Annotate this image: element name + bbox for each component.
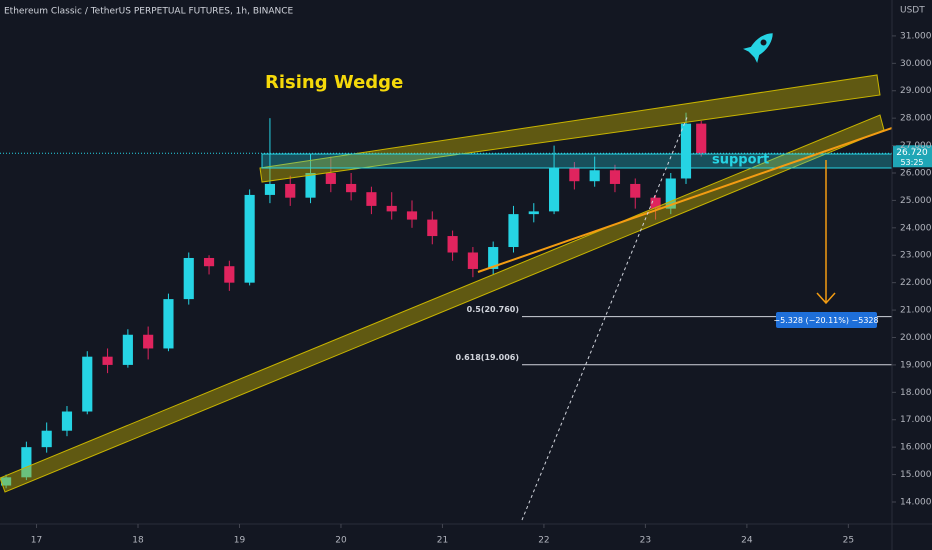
zone-label: support bbox=[712, 153, 769, 168]
candle-body bbox=[41, 430, 52, 448]
candle-body bbox=[528, 211, 539, 215]
y-tick-label: 20.000 bbox=[900, 333, 932, 343]
x-tick-label: 24 bbox=[741, 536, 753, 546]
pattern-label: Rising Wedge bbox=[265, 72, 403, 93]
candle-body bbox=[224, 266, 235, 283]
x-tick-label: 19 bbox=[234, 536, 246, 546]
candle-body bbox=[696, 123, 707, 154]
fib-label: 0.5(20.760) bbox=[467, 305, 519, 314]
last-price-box bbox=[893, 145, 932, 168]
candle-body bbox=[467, 252, 478, 269]
candle-body bbox=[285, 183, 296, 198]
x-tick-label: 25 bbox=[843, 536, 854, 546]
fib-label: 0.618(19.006) bbox=[456, 353, 520, 362]
candle-body bbox=[163, 299, 174, 349]
candle-body bbox=[680, 123, 692, 179]
y-tick-label: 17.000 bbox=[900, 415, 932, 425]
candle-body bbox=[346, 183, 357, 193]
candle-body bbox=[386, 205, 397, 212]
candle-body bbox=[488, 247, 499, 269]
candle-body bbox=[82, 356, 93, 412]
price-labels: 53:25 26.720 bbox=[893, 145, 932, 168]
y-tick-label: 23.000 bbox=[900, 251, 932, 261]
y-tick-label: 16.000 bbox=[900, 443, 932, 453]
y-tick-label: 27.000 bbox=[900, 141, 932, 151]
candle-body bbox=[143, 334, 154, 349]
candle-body bbox=[366, 192, 377, 206]
candle-body bbox=[569, 167, 580, 182]
y-tick-label: 15.000 bbox=[900, 470, 932, 480]
candle-body bbox=[183, 257, 194, 300]
candle-body bbox=[325, 172, 336, 184]
y-tick-label: 26.000 bbox=[900, 168, 932, 178]
candle-body bbox=[122, 334, 133, 365]
x-tick-label: 17 bbox=[31, 536, 42, 546]
candle-body bbox=[447, 236, 458, 253]
axis-currency: USDT bbox=[900, 6, 925, 16]
y-tick-label: 28.000 bbox=[900, 114, 932, 124]
candle-body bbox=[630, 183, 641, 198]
candle-body bbox=[650, 197, 661, 209]
last-price-label: 26.720 bbox=[896, 148, 928, 158]
y-tick-label: 29.000 bbox=[900, 86, 932, 96]
candle-body bbox=[305, 172, 316, 198]
trend-line bbox=[477, 127, 893, 273]
candle-body bbox=[264, 183, 276, 195]
arrow-head bbox=[816, 292, 836, 305]
plot bbox=[0, 112, 892, 489]
candle-body bbox=[1, 477, 12, 486]
candle-body bbox=[244, 194, 255, 283]
y-tick-label: 25.000 bbox=[900, 196, 932, 206]
x-tick-label: 21 bbox=[437, 536, 448, 546]
candle-body bbox=[427, 219, 438, 237]
candle-body bbox=[589, 170, 600, 182]
measure-box bbox=[776, 312, 877, 328]
y-tick-label: 18.000 bbox=[900, 388, 932, 398]
candle-body bbox=[61, 411, 73, 431]
wedge-upper-band bbox=[259, 74, 881, 183]
y-tick-label: 22.000 bbox=[900, 278, 932, 288]
x-tick-label: 23 bbox=[640, 536, 651, 546]
x-tick-label: 22 bbox=[538, 536, 549, 546]
y-tick-label: 19.000 bbox=[900, 360, 932, 370]
candle-body bbox=[665, 178, 676, 209]
y-tick-label: 31.000 bbox=[900, 31, 932, 41]
y-tick-label: 21.000 bbox=[900, 306, 932, 316]
candle-body bbox=[609, 170, 621, 184]
candle-body bbox=[21, 447, 32, 478]
y-tick-label: 30.000 bbox=[900, 59, 932, 69]
x-tick-label: 20 bbox=[335, 536, 347, 546]
chart-title: Ethereum Classic / TetherUS PERPETUAL FU… bbox=[4, 7, 294, 17]
x-tick-label: 18 bbox=[132, 536, 144, 546]
candle-body bbox=[508, 214, 519, 248]
projection-line bbox=[521, 114, 689, 521]
countdown: 53:25 bbox=[900, 158, 923, 167]
y-tick-label: 24.000 bbox=[900, 223, 932, 233]
rocket-icon bbox=[743, 33, 773, 63]
candle-body bbox=[203, 257, 215, 267]
candle-body bbox=[102, 356, 113, 365]
candle-body bbox=[406, 211, 418, 220]
candle-body bbox=[549, 167, 560, 212]
y-tick-label: 14.000 bbox=[900, 497, 932, 507]
measure-label: −5.328 (−20.11%) −5328 bbox=[773, 316, 878, 325]
